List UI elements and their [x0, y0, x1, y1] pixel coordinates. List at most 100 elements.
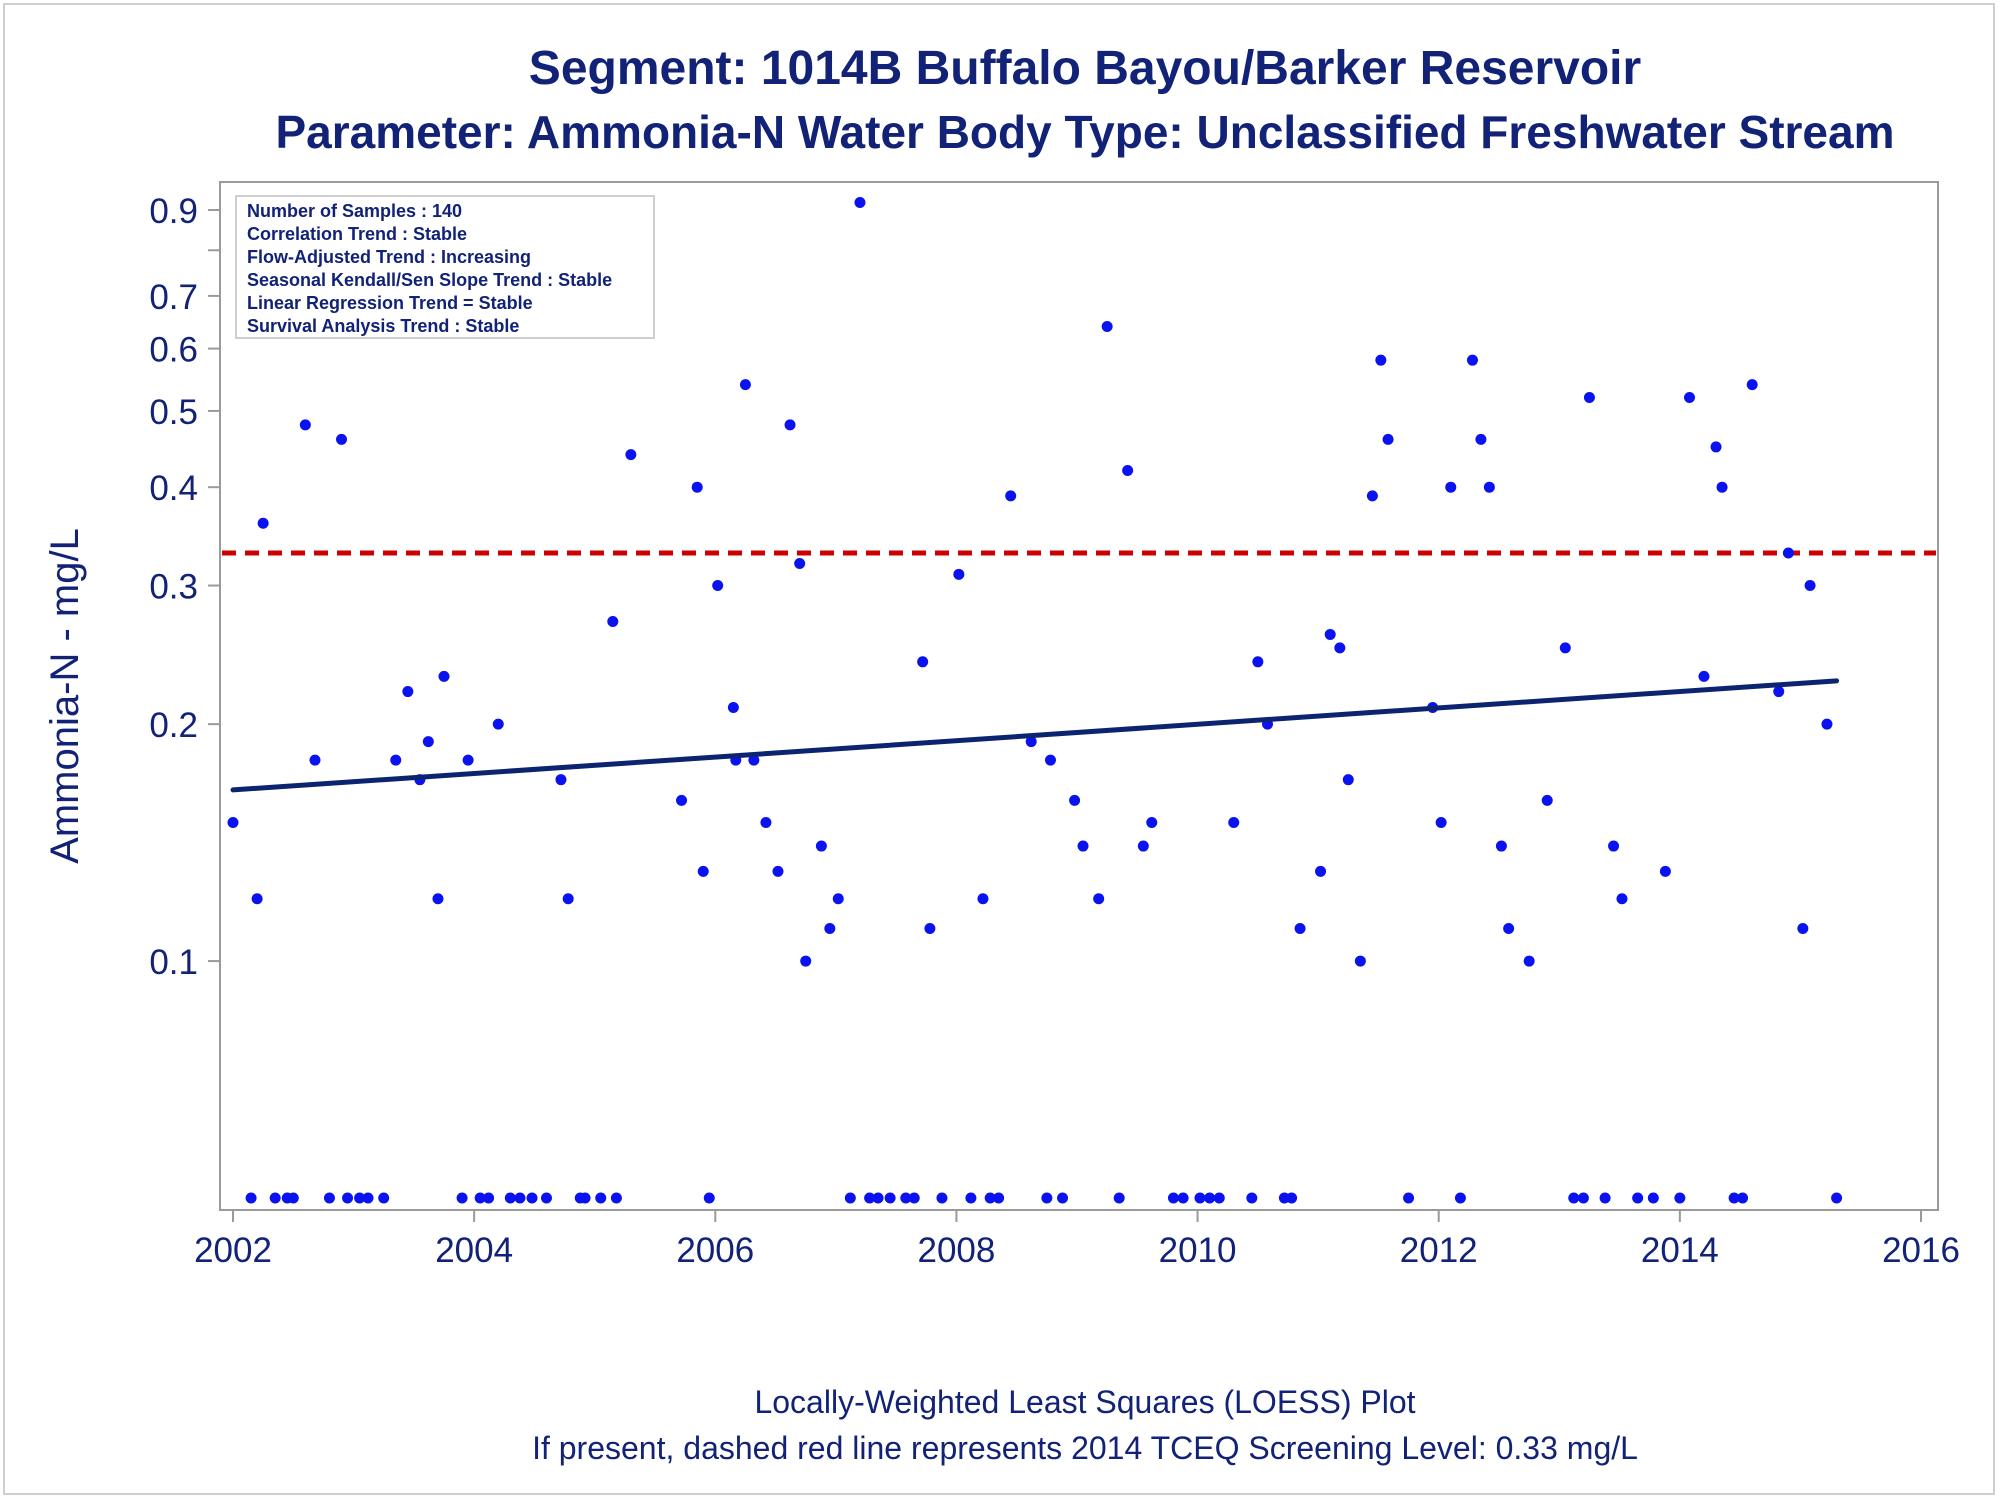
data-point [1577, 1192, 1589, 1204]
data-point [1773, 686, 1785, 698]
data-point [908, 1192, 920, 1204]
stats-line-correlation: Correlation Trend : Stable [247, 224, 467, 244]
data-point [1568, 1192, 1580, 1204]
data-point [269, 1192, 281, 1204]
data-point [1177, 1192, 1189, 1204]
data-point [1077, 840, 1089, 852]
data-point [287, 1192, 299, 1204]
data-point [579, 1192, 591, 1204]
data-point [1782, 547, 1794, 559]
x-tick-label: 2002 [194, 1231, 272, 1270]
data-point [697, 865, 709, 877]
x-axis: 2002 2004 2006 2008 2010 2012 2014 2016 [194, 1210, 1960, 1270]
data-point [504, 1192, 516, 1204]
y-tick-label: 0.1 [149, 943, 198, 982]
data-point [257, 517, 269, 529]
data-point [378, 1192, 390, 1204]
data-point [1716, 481, 1728, 493]
data-point [483, 1192, 495, 1204]
data-point [1804, 580, 1816, 592]
data-point [1466, 354, 1478, 366]
data-point [402, 686, 414, 698]
x-tick-label: 2012 [1400, 1231, 1478, 1270]
data-point [1294, 922, 1306, 934]
data-point [1146, 816, 1158, 828]
data-point [422, 736, 434, 748]
data-point [323, 1192, 335, 1204]
data-point [625, 449, 637, 461]
data-point [1057, 1192, 1069, 1204]
data-point [432, 893, 444, 905]
y-tick-label: 0.3 [149, 568, 198, 607]
data-point [492, 718, 504, 730]
data-point [1746, 379, 1758, 391]
data-point [864, 1192, 876, 1204]
data-point [703, 1192, 715, 1204]
data-point [748, 754, 760, 766]
data-point [832, 893, 844, 905]
y-axis: 0.1 0.2 0.3 0.4 0.5 0.6 0.7 0.9 [149, 192, 220, 982]
data-point [1025, 736, 1037, 748]
data-point [309, 754, 321, 766]
y-axis-label: Ammonia-N - mg/L [43, 528, 87, 864]
data-point [1523, 955, 1535, 967]
data-point [815, 840, 827, 852]
x-tick-label: 2008 [917, 1231, 995, 1270]
sample-points [227, 196, 1843, 1204]
data-point [1608, 840, 1620, 852]
data-point [1659, 865, 1671, 877]
stats-line-flow-adjusted: Flow-Adjusted Trend : Increasing [247, 247, 531, 267]
data-point [1403, 1192, 1415, 1204]
data-point [1194, 1192, 1206, 1204]
data-point [1252, 656, 1264, 668]
data-point [1113, 1192, 1125, 1204]
stats-line-samples: Number of Samples : 140 [247, 201, 462, 221]
data-point [1831, 1192, 1843, 1204]
data-point [251, 893, 263, 905]
data-point [1204, 1192, 1216, 1204]
data-point [953, 568, 965, 580]
data-point [1503, 922, 1515, 934]
data-point [362, 1192, 374, 1204]
data-point [595, 1192, 607, 1204]
data-point [1382, 433, 1394, 445]
data-point [800, 955, 812, 967]
data-point [824, 922, 836, 934]
stats-line-seasonal-kendall: Seasonal Kendall/Sen Slope Trend : Stabl… [247, 270, 612, 290]
data-point [1122, 465, 1134, 477]
data-point [562, 893, 574, 905]
data-point [794, 557, 806, 569]
footnote-loess: Locally-Weighted Least Squares (LOESS) P… [754, 1384, 1415, 1420]
data-point [984, 1192, 996, 1204]
data-point [1445, 481, 1457, 493]
data-point [1495, 840, 1507, 852]
data-point [1167, 1192, 1179, 1204]
stats-box: Number of Samples : 140 Correlation Tren… [235, 195, 655, 339]
data-point [299, 419, 311, 431]
data-point [977, 893, 989, 905]
data-point [1213, 1192, 1225, 1204]
data-point [872, 1192, 884, 1204]
y-tick-label: 0.2 [149, 706, 198, 745]
x-tick-label: 2014 [1641, 1231, 1719, 1270]
data-point [462, 754, 474, 766]
data-point [1541, 794, 1553, 806]
data-point [514, 1192, 526, 1204]
data-point [993, 1192, 1005, 1204]
data-point [772, 865, 784, 877]
data-point [1737, 1192, 1749, 1204]
data-point [438, 670, 450, 682]
data-point [854, 196, 866, 208]
data-point [390, 754, 402, 766]
data-point [1454, 1192, 1466, 1204]
data-point [727, 701, 739, 713]
data-point [844, 1192, 856, 1204]
data-point [1647, 1192, 1659, 1204]
y-tick-label: 0.4 [149, 469, 198, 508]
data-point [1228, 816, 1240, 828]
data-point [1375, 354, 1387, 366]
data-point [245, 1192, 257, 1204]
data-point [1728, 1192, 1740, 1204]
footnote-screening-level: If present, dashed red line represents 2… [532, 1430, 1638, 1466]
data-point [1334, 642, 1346, 654]
